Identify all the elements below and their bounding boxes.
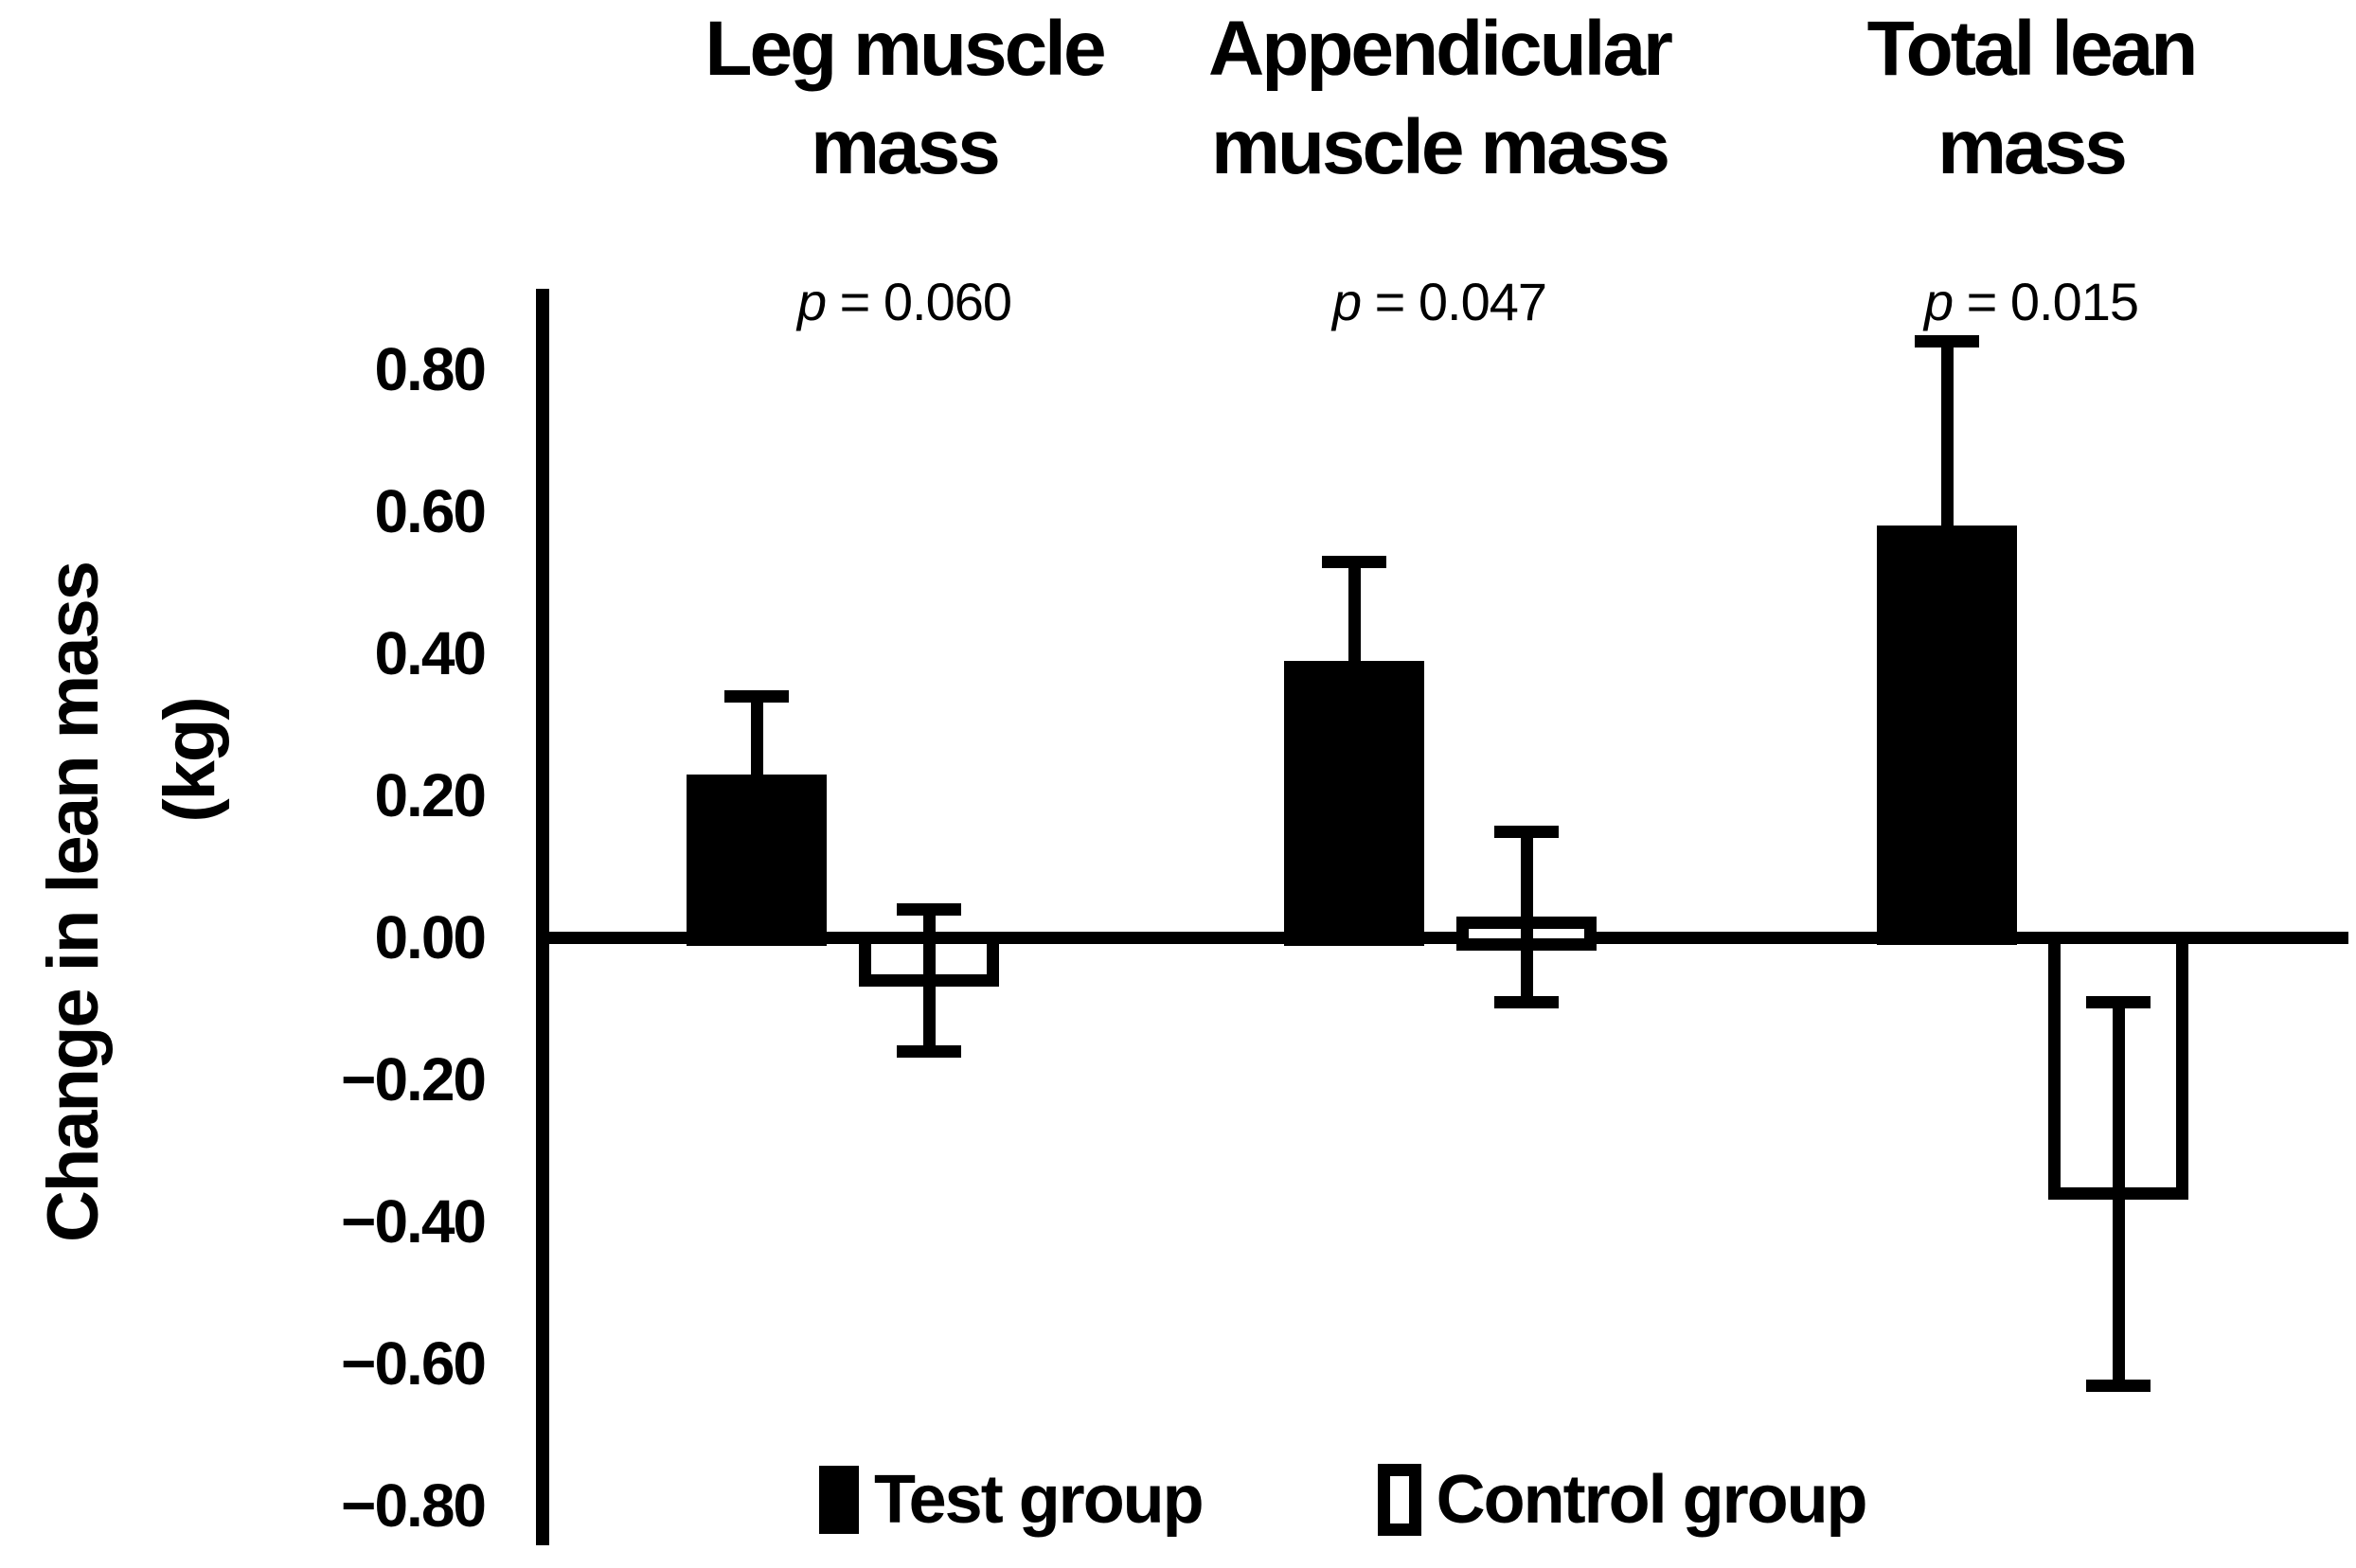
error-bar-cap-top: [724, 690, 789, 703]
error-bar-cap-bottom: [2086, 1380, 2151, 1392]
p-value-label: p = 0.060: [796, 272, 1012, 331]
legend: Test group Control group: [819, 1454, 1868, 1545]
y-axis-line: [536, 289, 549, 1545]
y-tick-label: 0.40: [374, 619, 487, 687]
error-bar-cap-top: [1494, 826, 1559, 838]
legend-swatch-control-group: [1377, 1464, 1421, 1536]
y-tick-label: 0.80: [374, 335, 487, 403]
error-bar-cap-top: [1322, 556, 1386, 568]
y-tick-label: −0.40: [341, 1187, 487, 1256]
p-symbol: p: [796, 272, 827, 331]
legend-item-control: Control group: [1377, 1461, 1868, 1539]
category-header-line: Total lean: [1866, 6, 2199, 92]
category-header-line: mass: [1937, 104, 2128, 190]
error-bar-cap-bottom: [1494, 996, 1559, 1008]
p-value-label: p = 0.015: [1923, 272, 2139, 331]
error-bar-line: [751, 696, 763, 775]
error-bar-line: [923, 909, 936, 1051]
error-bar-line: [1521, 831, 1533, 1002]
bar-test-group: [1284, 661, 1424, 946]
category-header-line: mass: [811, 104, 1001, 190]
category-header-line: muscle mass: [1210, 104, 1670, 190]
error-bar-cap-bottom: [897, 1045, 961, 1058]
error-bar-line: [1941, 341, 1954, 526]
y-tick-label: −0.80: [341, 1471, 487, 1540]
legend-swatch-test-group: [819, 1466, 859, 1534]
category-header: Total lean mass: [1700, 0, 2356, 197]
y-tick-label: −0.20: [341, 1045, 487, 1114]
p-symbol: p: [1923, 272, 1954, 331]
legend-label-test-group: Test group: [874, 1462, 1205, 1538]
category-header: Appendicular muscle mass: [1108, 0, 1771, 197]
error-bar-cap-top: [2086, 996, 2151, 1008]
bar-test-group: [687, 775, 827, 946]
y-tick-label: 0.00: [374, 903, 487, 971]
bar-test-group: [1877, 526, 2017, 945]
y-tick-label: −0.60: [341, 1329, 487, 1398]
y-tick-label: 0.60: [374, 477, 487, 545]
category-header: Leg muscle mass: [573, 0, 1236, 197]
legend-item-test: Test group: [819, 1461, 1205, 1539]
p-value-label: p = 0.047: [1331, 272, 1547, 331]
category-header-line: Leg muscle: [705, 6, 1106, 92]
error-bar-line: [1348, 561, 1361, 661]
y-tick-label: 0.20: [374, 761, 487, 829]
error-bar-line: [2113, 1002, 2125, 1385]
legend-label-control-group: Control group: [1436, 1462, 1868, 1538]
error-bar-cap-top: [897, 903, 961, 916]
error-bar-cap-top: [1915, 335, 1979, 347]
p-symbol: p: [1331, 272, 1362, 331]
category-header-line: Appendicular: [1208, 6, 1673, 92]
